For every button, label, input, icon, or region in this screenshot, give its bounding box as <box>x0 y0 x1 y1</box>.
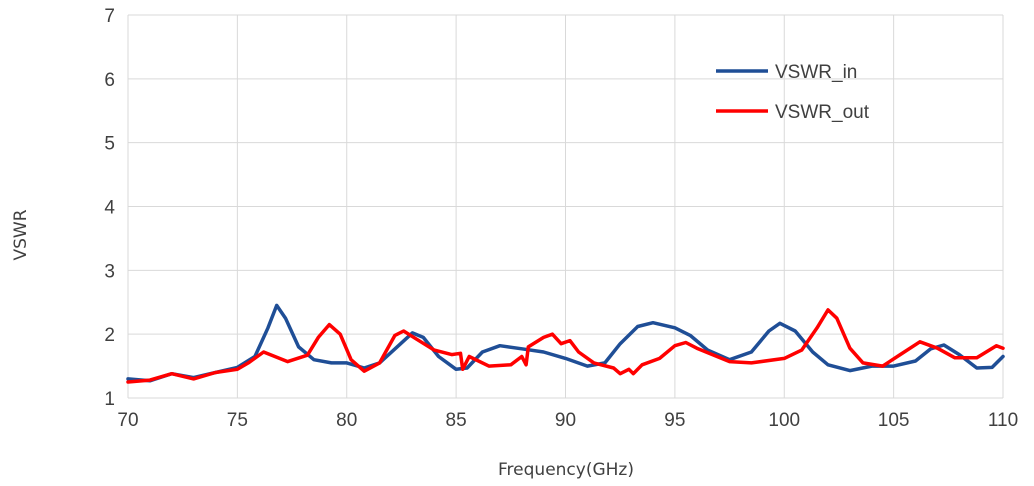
y-tick-label: 4 <box>104 198 115 219</box>
x-tick-label: 75 <box>227 410 248 431</box>
x-tick-label: 110 <box>988 410 1018 431</box>
x-tick-label: 70 <box>117 410 138 431</box>
x-tick-label: 90 <box>555 410 576 431</box>
legend-label-vswr-in: VSWR_in <box>775 62 857 83</box>
series-line-vswr-out <box>126 308 1005 384</box>
gridlines <box>127 14 1004 399</box>
y-tick-label: 5 <box>104 134 115 155</box>
x-axis-title: Frequency(GHz) <box>498 460 634 480</box>
tick-labels: 1 2 3 4 5 6 7 70 75 80 85 90 95 100 105 110 <box>104 6 1018 431</box>
y-tick-label: 7 <box>104 6 115 27</box>
series-lines <box>126 303 1005 384</box>
x-tick-label: 100 <box>768 410 800 431</box>
x-tick-label: 95 <box>664 410 685 431</box>
legend: VSWR_in VSWR_out <box>716 62 870 123</box>
legend-label-vswr-out: VSWR_out <box>775 102 870 123</box>
x-tick-label: 80 <box>336 410 357 431</box>
y-tick-label: 1 <box>104 389 115 410</box>
x-tick-label: 85 <box>446 410 467 431</box>
x-tick-label: 105 <box>878 410 910 431</box>
y-tick-label: 2 <box>104 325 115 346</box>
y-axis-title: VSWR <box>11 209 31 260</box>
series-line-vswr-in <box>126 303 1005 383</box>
y-tick-label: 3 <box>104 261 115 282</box>
y-tick-label: 6 <box>104 70 115 91</box>
